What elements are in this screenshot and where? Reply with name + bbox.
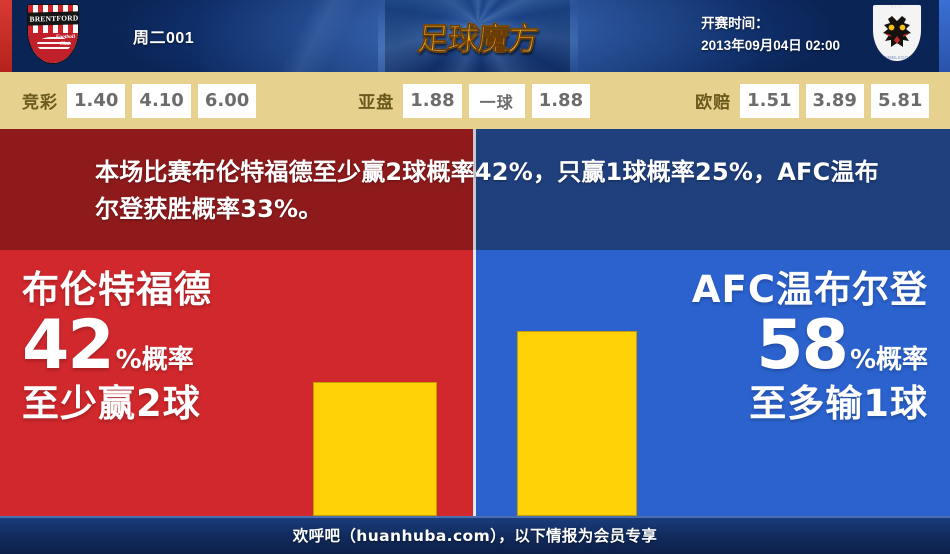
kickoff-time-value: 2013年09月04日 02:00 bbox=[701, 38, 840, 54]
header-diagonal-sheen bbox=[238, 0, 382, 72]
odds-label-jingcai: 竞彩 bbox=[22, 93, 58, 113]
odds-cell-asian-handicap[interactable]: 一球 bbox=[468, 83, 525, 118]
odds-cell-european-away[interactable]: 5.81 bbox=[870, 83, 930, 118]
odds-cell-jingcai-away[interactable]: 6.00 bbox=[197, 83, 257, 118]
brentford-arcs bbox=[37, 37, 71, 52]
header-right-blue-stripe bbox=[939, 0, 950, 72]
home-team-name: 布伦特福德 bbox=[22, 268, 212, 311]
home-probability-row: 42 %概率 bbox=[22, 305, 322, 385]
odds-label-european: 欧赔 bbox=[695, 93, 732, 113]
double-headed-eagle-icon bbox=[883, 16, 911, 47]
odds-cell-european-home[interactable]: 1.51 bbox=[740, 83, 799, 118]
match-number-label: 周二001 bbox=[133, 30, 195, 47]
odds-label-asian: 亚盘 bbox=[358, 93, 395, 113]
odds-group-asian: 亚盘 1.88 一球 1.88 bbox=[358, 83, 597, 118]
kickoff-time-block: 开赛时间： 2013年09月04日 02:00 bbox=[701, 13, 840, 58]
away-probability-row: 58 %概率 bbox=[628, 305, 928, 385]
footer-bar: 欢呼吧（huanhuba.com），以下情报为会员专享 bbox=[0, 516, 950, 554]
odds-cell-jingcai-draw[interactable]: 4.10 bbox=[132, 83, 191, 118]
wimbledon-shield-icon: AFC WIMBLEDON bbox=[872, 4, 922, 62]
kickoff-time-label: 开赛时间： bbox=[701, 16, 769, 31]
odds-cell-european-draw[interactable]: 3.89 bbox=[805, 83, 864, 118]
away-probability-bar bbox=[517, 331, 637, 516]
brentford-name-banner: BRENTFORD bbox=[28, 11, 79, 26]
brand-logo-text: 足球魔方 bbox=[415, 14, 540, 59]
brand-logo: 足球魔方 bbox=[385, 0, 570, 72]
away-probability-suffix: %概率 bbox=[849, 344, 928, 375]
brentford-name-text: BRENTFORD bbox=[29, 13, 79, 24]
brentford-club-text: Football Club bbox=[55, 34, 75, 47]
header-bar: BRENTFORD Football Club 周二001 足球魔方 开赛时间： … bbox=[0, 0, 950, 72]
home-probability-number: 42 bbox=[22, 305, 115, 385]
away-team-block: AFC温布尔登 58 %概率 至多输1球 bbox=[628, 270, 928, 424]
footer-promo-text: 欢呼吧（huanhuba.com），以下情报为会员专享 bbox=[292, 527, 658, 545]
headline-blue-half bbox=[475, 129, 950, 250]
away-outcome-text: 至多输1球 bbox=[749, 381, 928, 425]
away-probability-number: 58 bbox=[756, 305, 849, 385]
odds-cell-jingcai-home[interactable]: 1.40 bbox=[67, 83, 126, 118]
odds-group-jingcai: 竞彩 1.40 4.10 6.00 bbox=[22, 83, 263, 118]
home-probability-suffix: %概率 bbox=[115, 344, 194, 375]
panel-divider bbox=[473, 250, 476, 516]
home-team-crest-icon: BRENTFORD Football Club bbox=[22, 4, 84, 68]
wimbledon-top-text: AFC bbox=[890, 4, 904, 10]
footer-top-line bbox=[0, 516, 950, 518]
headline-divider bbox=[473, 129, 476, 250]
wimbledon-bottom-text: WIMBLEDON bbox=[881, 55, 913, 60]
home-team-block: 布伦特福德 42 %概率 至少赢2球 bbox=[22, 270, 322, 424]
away-team-crest-icon: AFC WIMBLEDON bbox=[866, 4, 928, 68]
home-probability-bar bbox=[313, 382, 437, 516]
main-comparison-area: 布伦特福德 42 %概率 至少赢2球 AFC温布尔登 58 %概率 至多输1球 bbox=[0, 250, 950, 516]
odds-cell-asian-home[interactable]: 1.88 bbox=[403, 83, 462, 118]
odds-bar: 竞彩 1.40 4.10 6.00 亚盘 1.88 一球 1.88 欧赔 1.5… bbox=[0, 72, 950, 129]
brentford-shield-icon: BRENTFORD Football Club bbox=[27, 4, 79, 64]
home-outcome-text: 至少赢2球 bbox=[22, 381, 201, 425]
header-left-red-stripe bbox=[0, 0, 12, 72]
headline-band: 本场比赛布伦特福德至少赢2球概率42%，只赢1球概率25%，AFC温布尔登获胜概… bbox=[0, 129, 950, 250]
headline-red-half bbox=[0, 129, 475, 250]
odds-cell-asian-away[interactable]: 1.88 bbox=[531, 83, 591, 118]
away-team-name: AFC温布尔登 bbox=[691, 268, 928, 311]
odds-group-european: 欧赔 1.51 3.89 5.81 bbox=[695, 83, 936, 118]
headline-summary-text: 本场比赛布伦特福德至少赢2球概率42%，只赢1球概率25%，AFC温布尔登获胜概… bbox=[95, 158, 879, 224]
